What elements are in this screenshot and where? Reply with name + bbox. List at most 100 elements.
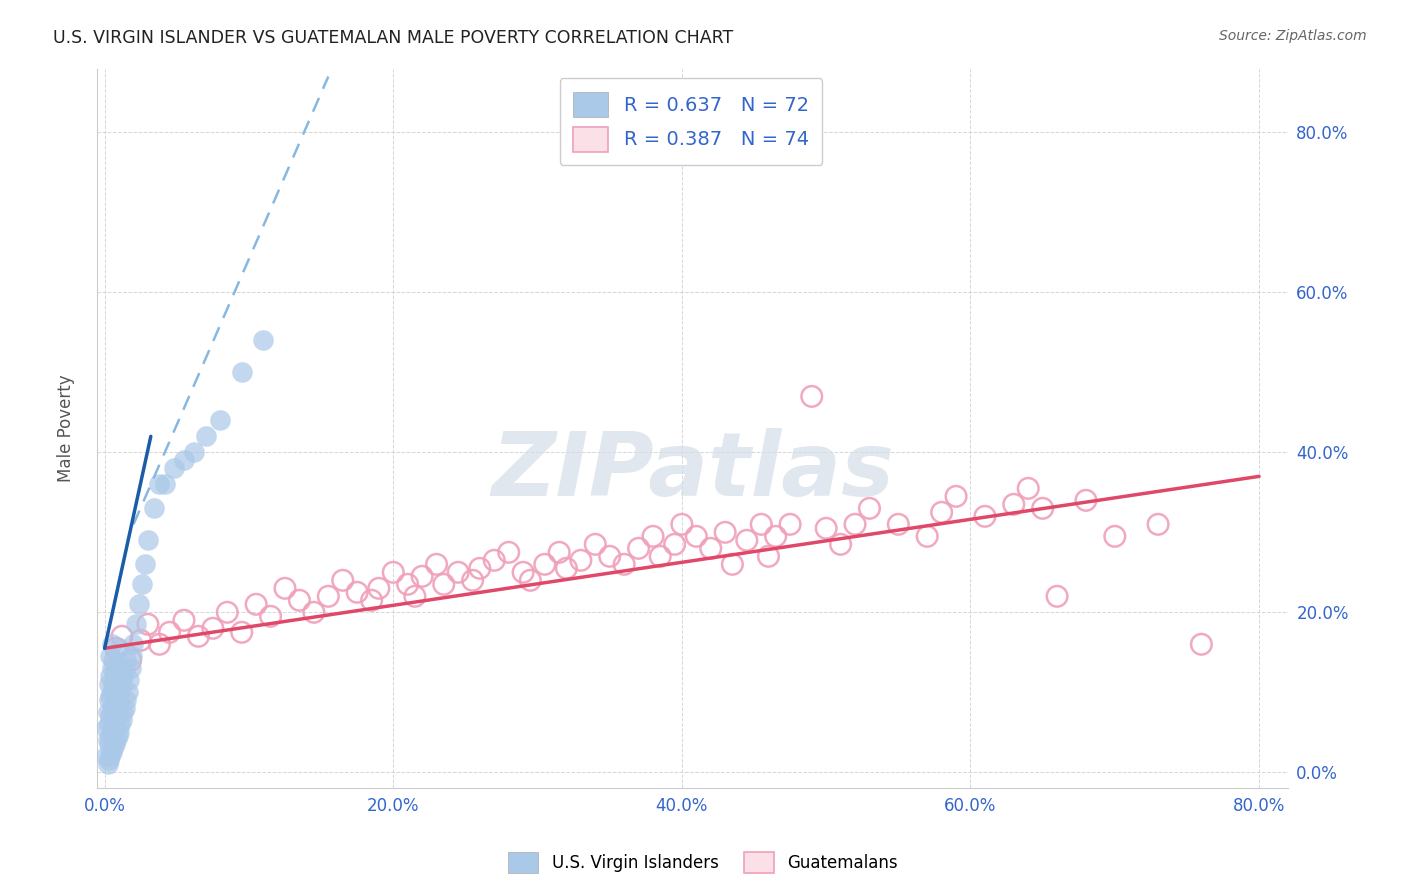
Point bbox=[101, 725, 124, 739]
Point bbox=[134, 558, 156, 572]
Point bbox=[887, 517, 910, 532]
Point bbox=[110, 717, 132, 731]
Point bbox=[721, 558, 744, 572]
Point bbox=[100, 669, 122, 683]
Point bbox=[136, 617, 159, 632]
Point bbox=[94, 749, 117, 764]
Point bbox=[569, 553, 592, 567]
Point bbox=[105, 641, 128, 656]
Point bbox=[404, 590, 426, 604]
Point bbox=[484, 553, 506, 567]
Point bbox=[231, 625, 253, 640]
Point bbox=[108, 641, 131, 656]
Point bbox=[97, 737, 120, 751]
Point bbox=[700, 541, 723, 556]
Point bbox=[194, 429, 217, 443]
Point bbox=[142, 501, 165, 516]
Point bbox=[217, 605, 239, 619]
Point bbox=[100, 649, 122, 664]
Point bbox=[115, 693, 138, 707]
Point bbox=[815, 521, 838, 535]
Point bbox=[685, 529, 707, 543]
Point bbox=[121, 649, 143, 664]
Point bbox=[101, 745, 124, 759]
Point bbox=[1002, 497, 1025, 511]
Point bbox=[129, 633, 152, 648]
Point bbox=[396, 577, 419, 591]
Point bbox=[650, 549, 672, 564]
Point bbox=[425, 558, 447, 572]
Point bbox=[858, 501, 880, 516]
Legend: R = 0.637   N = 72, R = 0.387   N = 74: R = 0.637 N = 72, R = 0.387 N = 74 bbox=[560, 78, 823, 165]
Point bbox=[1032, 501, 1054, 516]
Point bbox=[1046, 590, 1069, 604]
Point bbox=[641, 529, 664, 543]
Point bbox=[749, 517, 772, 532]
Point bbox=[108, 669, 131, 683]
Point bbox=[173, 453, 195, 467]
Legend: U.S. Virgin Islanders, Guatemalans: U.S. Virgin Islanders, Guatemalans bbox=[502, 846, 904, 880]
Point bbox=[548, 545, 571, 559]
Point bbox=[105, 733, 128, 747]
Point bbox=[209, 413, 232, 427]
Point bbox=[103, 701, 125, 715]
Point bbox=[96, 705, 118, 719]
Point bbox=[107, 701, 129, 715]
Point bbox=[1189, 637, 1212, 651]
Point bbox=[131, 577, 153, 591]
Point bbox=[830, 537, 852, 551]
Point bbox=[155, 477, 177, 491]
Point bbox=[599, 549, 621, 564]
Text: U.S. VIRGIN ISLANDER VS GUATEMALAN MALE POVERTY CORRELATION CHART: U.S. VIRGIN ISLANDER VS GUATEMALAN MALE … bbox=[53, 29, 734, 46]
Point bbox=[555, 561, 578, 575]
Point bbox=[332, 574, 354, 588]
Point bbox=[104, 693, 127, 707]
Point bbox=[103, 741, 125, 756]
Point bbox=[103, 653, 125, 667]
Point bbox=[1147, 517, 1170, 532]
Point bbox=[117, 685, 139, 699]
Point bbox=[1074, 493, 1097, 508]
Point bbox=[671, 517, 693, 532]
Point bbox=[367, 582, 389, 596]
Point bbox=[136, 533, 159, 548]
Point bbox=[447, 566, 470, 580]
Point bbox=[104, 737, 127, 751]
Point bbox=[105, 661, 128, 675]
Point bbox=[108, 698, 131, 712]
Point bbox=[714, 525, 737, 540]
Point bbox=[245, 597, 267, 611]
Point bbox=[108, 725, 131, 739]
Point bbox=[915, 529, 938, 543]
Point bbox=[96, 733, 118, 747]
Point bbox=[461, 574, 484, 588]
Point bbox=[112, 669, 135, 683]
Point bbox=[101, 637, 124, 651]
Point bbox=[103, 721, 125, 735]
Point bbox=[107, 673, 129, 688]
Point bbox=[302, 605, 325, 619]
Point bbox=[148, 637, 170, 651]
Point bbox=[844, 517, 866, 532]
Point bbox=[931, 505, 953, 519]
Point bbox=[111, 713, 134, 727]
Point bbox=[101, 705, 124, 719]
Point bbox=[512, 566, 534, 580]
Point bbox=[100, 729, 122, 743]
Point bbox=[758, 549, 780, 564]
Point bbox=[105, 685, 128, 699]
Point bbox=[346, 585, 368, 599]
Point bbox=[118, 673, 141, 688]
Point bbox=[104, 713, 127, 727]
Point bbox=[519, 574, 541, 588]
Point bbox=[318, 590, 340, 604]
Point bbox=[105, 709, 128, 723]
Point bbox=[97, 717, 120, 731]
Point bbox=[101, 685, 124, 699]
Point bbox=[274, 582, 297, 596]
Point bbox=[1017, 481, 1039, 495]
Point bbox=[498, 545, 520, 559]
Point bbox=[533, 558, 555, 572]
Point bbox=[97, 753, 120, 767]
Text: Source: ZipAtlas.com: Source: ZipAtlas.com bbox=[1219, 29, 1367, 43]
